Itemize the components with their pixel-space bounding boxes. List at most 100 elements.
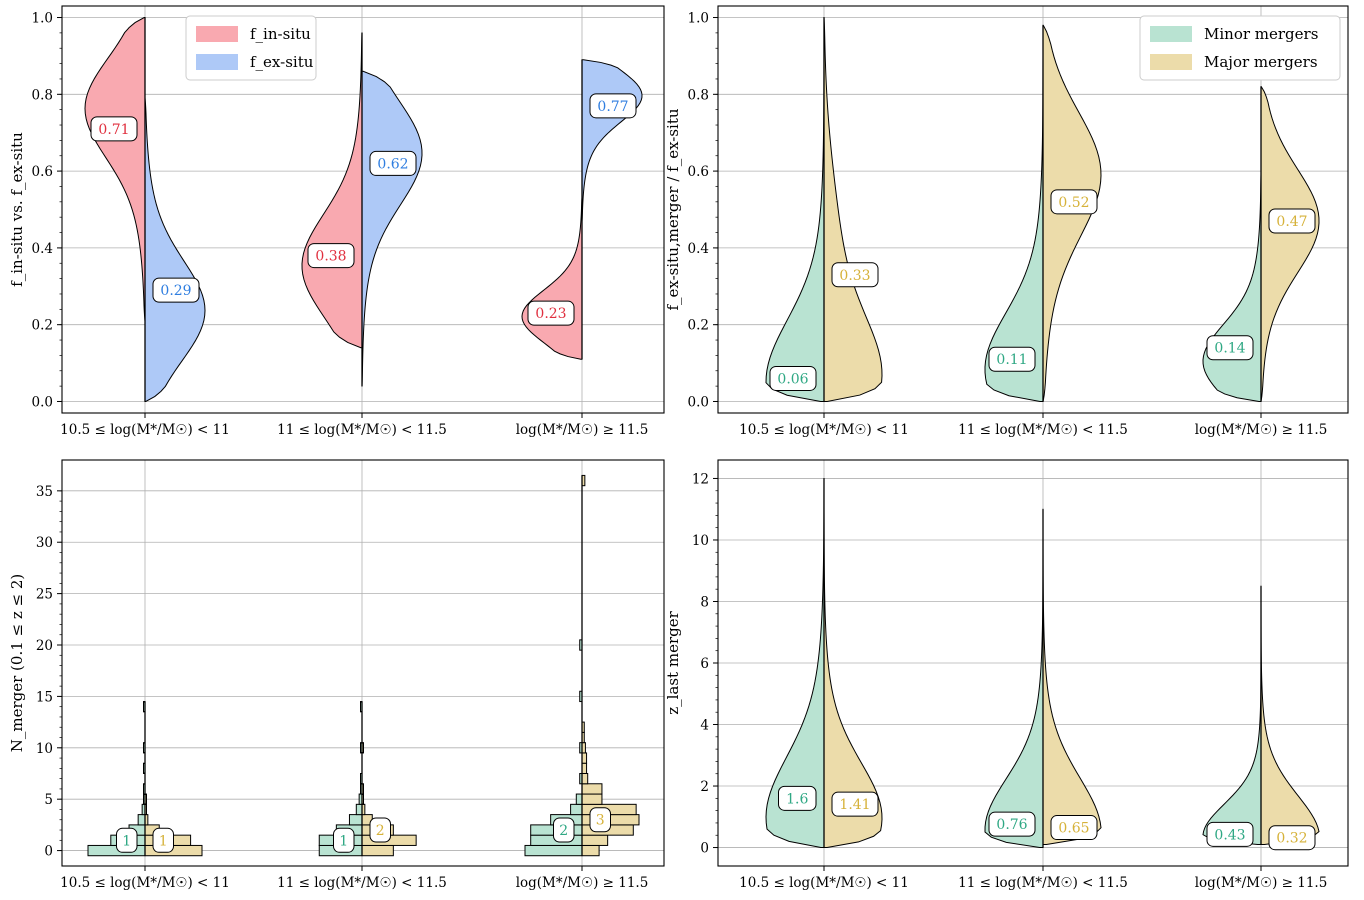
y-tick-label: 10 — [692, 533, 709, 549]
legend-swatch — [196, 54, 238, 70]
x-tick-label: 10.5 ≤ log(M*/M☉) < 11 — [60, 875, 230, 891]
hist-bar — [348, 814, 363, 826]
legend-entry: f_in-situ — [250, 25, 311, 43]
y-tick-label: 0.4 — [32, 241, 53, 257]
legend-entry: Minor mergers — [1204, 25, 1318, 43]
median-label: 0.29 — [160, 283, 191, 299]
median-label-box — [116, 827, 138, 853]
median-label-box — [1268, 208, 1316, 234]
y-tick-label: 1.0 — [688, 11, 709, 27]
violin-half — [144, 97, 206, 402]
x-tick-label: 11 ≤ log(M*/M☉) < 11.5 — [277, 422, 447, 438]
x-tick-label: 10.5 ≤ log(M*/M☉) < 11 — [739, 875, 909, 891]
median-label: 1.6 — [786, 791, 808, 807]
x-tick-label: log(M*/M☉) ≥ 11.5 — [516, 422, 649, 438]
panel-B: 0.06 0.11 0.14 0.33 0.52 0.47 0.0 0.2 0.4 0.6 0.8 1… — [664, 5, 1349, 438]
median-label: 0.23 — [535, 306, 566, 322]
median-label-box — [152, 827, 174, 853]
x-tick-label: log(M*/M☉) ≥ 11.5 — [1195, 422, 1328, 438]
legend-swatch — [1150, 54, 1192, 70]
y-tick-label: 10 — [36, 741, 53, 757]
violin-half — [581, 59, 643, 222]
violin-half — [1260, 586, 1320, 845]
y-tick-label: 2 — [700, 779, 709, 795]
median-label-box — [589, 93, 637, 119]
median-label: 0.14 — [1214, 341, 1245, 357]
median-label-box — [527, 300, 575, 326]
panel-D: 1.6 0.76 0.43 1.41 0.65 0.32 0 2 4 6 8 10 12 10.5 ≤ l… — [664, 459, 1349, 891]
violin-half — [823, 17, 883, 402]
median-label: 2 — [559, 823, 568, 839]
median-label: 0.65 — [1058, 821, 1089, 837]
x-tick-label: 11 ≤ log(M*/M☉) < 11.5 — [958, 875, 1128, 891]
hist-bar — [581, 834, 609, 846]
hist-bar — [581, 844, 600, 857]
y-axis-label: f_in-situ vs. f_ex-situ — [8, 132, 26, 287]
y-tick-label: 0.6 — [32, 164, 53, 180]
y-axis-label: N_merger (0.1 ≤ z ≤ 2) — [8, 574, 26, 753]
median-label-box — [778, 785, 817, 811]
y-tick-label: 0.8 — [32, 87, 53, 103]
y-tick-label: 0.2 — [32, 318, 53, 334]
legend-swatch — [1150, 26, 1192, 42]
y-tick-label: 35 — [36, 484, 53, 500]
y-tick-label: 0.0 — [688, 394, 709, 410]
median-label-box — [1206, 821, 1254, 847]
violin-half — [301, 32, 363, 349]
median-label: 0.38 — [315, 249, 346, 265]
median-label: 1 — [122, 833, 131, 849]
median-label-box — [152, 277, 200, 303]
legend-entry: Major mergers — [1204, 53, 1318, 71]
axes-frame — [61, 5, 665, 414]
y-tick-label: 0.8 — [688, 87, 709, 103]
y-tick-label: 0.6 — [688, 164, 709, 180]
violin-half — [1202, 647, 1262, 845]
legend: f_in-situ f_ex-situ — [185, 15, 317, 81]
median-label: 0.47 — [1276, 214, 1307, 230]
violin-half — [984, 536, 1044, 849]
y-tick-label: 0.2 — [688, 318, 709, 334]
hist-bar — [524, 844, 583, 857]
median-label: 0.33 — [839, 268, 870, 284]
median-label-box — [90, 116, 138, 142]
x-tick-label: log(M*/M☉) ≥ 11.5 — [516, 875, 649, 891]
median-label: 0.76 — [996, 817, 1027, 833]
axes-frame — [61, 459, 665, 867]
median-label: 0.77 — [597, 99, 628, 115]
median-label-box — [1050, 189, 1098, 215]
median-label-box — [831, 262, 879, 288]
hist-bar — [355, 803, 363, 816]
median-label-box — [369, 817, 391, 843]
median-label: 0.11 — [996, 352, 1027, 368]
hist-bar — [570, 803, 583, 816]
violin-half — [361, 70, 423, 387]
x-tick-label: 10.5 ≤ log(M*/M☉) < 11 — [60, 422, 230, 438]
median-label: 1 — [159, 833, 168, 849]
median-label-box — [988, 346, 1036, 372]
median-label-box — [1268, 825, 1316, 851]
median-label-box — [1206, 335, 1254, 361]
y-axis-label: f_ex-situ,merger / f_ex-situ — [664, 108, 682, 310]
median-label-box — [333, 827, 355, 853]
y-tick-label: 30 — [36, 535, 53, 551]
hist-bar — [581, 793, 603, 805]
x-tick-label: log(M*/M☉) ≥ 11.5 — [1195, 875, 1328, 891]
x-tick-label: 10.5 ≤ log(M*/M☉) < 11 — [739, 422, 909, 438]
axes-frame — [717, 5, 1349, 414]
median-label-box — [831, 791, 879, 817]
y-tick-label: 20 — [36, 638, 53, 654]
median-label-box — [988, 811, 1036, 837]
y-tick-label: 8 — [700, 594, 709, 610]
legend-swatch — [196, 26, 238, 42]
y-tick-label: 5 — [44, 792, 53, 808]
hist-bar — [137, 814, 146, 826]
median-label: 0.43 — [1214, 827, 1245, 843]
y-tick-label: 6 — [700, 656, 709, 672]
y-tick-label: 0.0 — [32, 394, 53, 410]
y-axis-label: z_last merger — [664, 610, 682, 714]
median-label-box — [307, 243, 355, 269]
violin-half — [1260, 86, 1320, 402]
hist-bar — [581, 762, 588, 774]
legend: Minor mergers Major mergers — [1139, 15, 1341, 81]
